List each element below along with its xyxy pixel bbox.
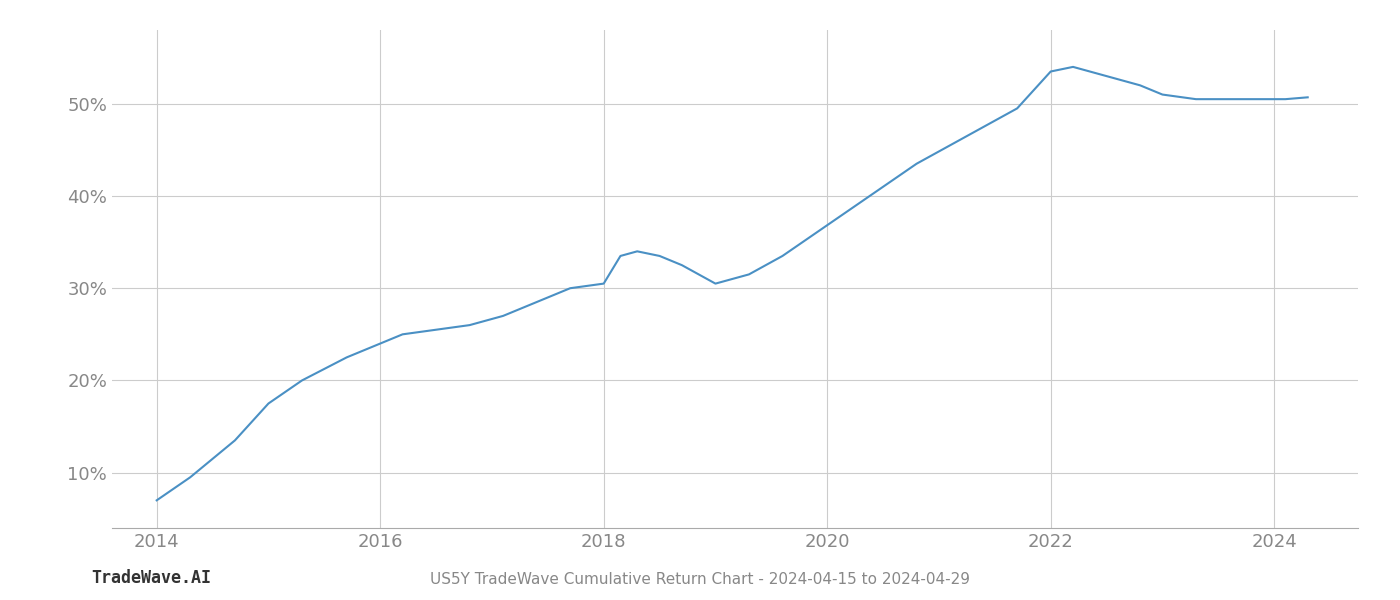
Text: US5Y TradeWave Cumulative Return Chart - 2024-04-15 to 2024-04-29: US5Y TradeWave Cumulative Return Chart -… (430, 572, 970, 587)
Text: TradeWave.AI: TradeWave.AI (91, 569, 211, 587)
